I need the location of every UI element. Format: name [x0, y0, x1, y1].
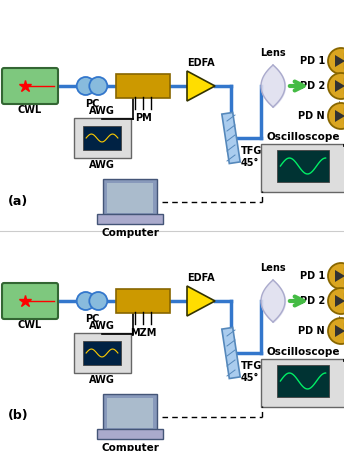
Circle shape — [328, 48, 344, 74]
FancyBboxPatch shape — [107, 398, 153, 428]
Polygon shape — [187, 286, 215, 316]
FancyBboxPatch shape — [107, 183, 153, 213]
FancyBboxPatch shape — [2, 68, 58, 104]
FancyBboxPatch shape — [83, 125, 121, 150]
Text: 45°: 45° — [241, 373, 259, 383]
FancyBboxPatch shape — [277, 365, 329, 397]
Polygon shape — [335, 55, 344, 67]
Circle shape — [328, 73, 344, 99]
Text: · · ·: · · · — [336, 92, 344, 110]
Polygon shape — [335, 270, 344, 282]
FancyBboxPatch shape — [116, 74, 170, 98]
Text: Computer: Computer — [101, 443, 159, 451]
FancyBboxPatch shape — [97, 214, 163, 224]
Circle shape — [328, 263, 344, 289]
Text: AWG: AWG — [89, 321, 115, 331]
Text: PM: PM — [135, 113, 151, 123]
Polygon shape — [335, 295, 344, 307]
Text: CWL: CWL — [18, 320, 42, 330]
Text: Lens: Lens — [260, 48, 286, 58]
Text: PD N: PD N — [298, 326, 325, 336]
FancyBboxPatch shape — [261, 144, 344, 192]
Text: PC: PC — [85, 99, 99, 109]
Polygon shape — [187, 71, 215, 101]
Polygon shape — [335, 80, 344, 92]
Text: (b): (b) — [8, 410, 29, 423]
Text: PD 1: PD 1 — [300, 56, 325, 66]
Text: PC: PC — [85, 314, 99, 324]
Polygon shape — [222, 112, 240, 164]
Circle shape — [89, 77, 107, 95]
Text: PD 2: PD 2 — [300, 81, 325, 91]
FancyBboxPatch shape — [74, 118, 130, 158]
Polygon shape — [335, 110, 344, 122]
Text: PD N: PD N — [298, 111, 325, 121]
FancyBboxPatch shape — [116, 289, 170, 313]
Text: · · ·: · · · — [336, 307, 344, 325]
FancyBboxPatch shape — [74, 333, 130, 373]
Text: CWL: CWL — [18, 105, 42, 115]
Text: Oscilloscope: Oscilloscope — [266, 347, 340, 357]
Text: AWG: AWG — [89, 106, 115, 116]
Text: EDFA: EDFA — [187, 58, 215, 68]
Circle shape — [328, 318, 344, 344]
Circle shape — [328, 288, 344, 314]
FancyBboxPatch shape — [83, 341, 121, 365]
Text: AWG: AWG — [89, 160, 115, 170]
Text: (a): (a) — [8, 194, 28, 207]
Text: MZM: MZM — [130, 328, 156, 338]
Text: EDFA: EDFA — [187, 273, 215, 283]
Circle shape — [77, 292, 95, 310]
Text: PD 2: PD 2 — [300, 296, 325, 306]
Text: 45°: 45° — [241, 158, 259, 168]
Text: Oscilloscope: Oscilloscope — [266, 132, 340, 142]
FancyBboxPatch shape — [261, 359, 344, 407]
Text: AWG: AWG — [89, 375, 115, 385]
Circle shape — [77, 77, 95, 95]
Text: Lens: Lens — [260, 263, 286, 273]
Text: TFG: TFG — [241, 361, 262, 371]
Text: Computer: Computer — [101, 228, 159, 238]
FancyBboxPatch shape — [103, 179, 157, 217]
Circle shape — [89, 292, 107, 310]
Circle shape — [328, 103, 344, 129]
FancyBboxPatch shape — [2, 283, 58, 319]
Text: TFG: TFG — [241, 146, 262, 156]
FancyBboxPatch shape — [103, 394, 157, 432]
Polygon shape — [222, 327, 240, 378]
FancyBboxPatch shape — [277, 150, 329, 182]
Text: PD 1: PD 1 — [300, 271, 325, 281]
Polygon shape — [335, 325, 344, 337]
FancyBboxPatch shape — [97, 429, 163, 439]
